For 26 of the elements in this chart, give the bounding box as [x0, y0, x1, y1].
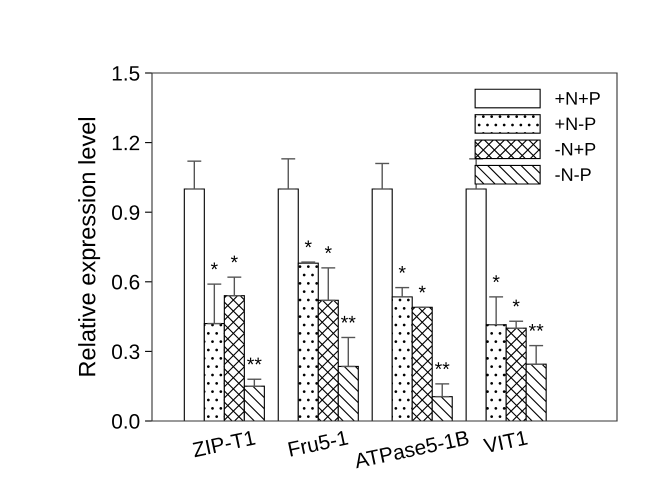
- annotation: *: [324, 246, 332, 254]
- x-tick-label: ZIP-T1: [192, 430, 256, 458]
- y-tick-label: 0.9: [112, 205, 140, 220]
- annotation: *: [398, 266, 406, 273]
- y-tick-label: 1.5: [112, 66, 140, 81]
- annotation: **: [434, 362, 450, 370]
- annotation: *: [418, 286, 426, 293]
- x-tick-label: VIT1: [482, 430, 528, 454]
- x-tick-label: Fru5-1: [288, 430, 348, 457]
- annotation: **: [247, 358, 262, 364]
- annotation: *: [492, 275, 500, 282]
- annotation: *: [304, 240, 312, 248]
- y-axis-title: Relative expression level: [78, 118, 100, 376]
- annotation: **: [528, 324, 544, 331]
- annotation: *: [512, 300, 520, 306]
- y-tick-label: 0.6: [112, 274, 140, 290]
- y-tick-label: 1.2: [112, 136, 140, 150]
- annotation: *: [230, 256, 238, 262]
- legend-label: +N-P: [555, 118, 596, 130]
- annotation: *: [210, 262, 218, 270]
- legend-label: +N+P: [555, 92, 600, 105]
- y-tick-label: 0.3: [112, 344, 140, 360]
- legend-label: -N-P: [555, 168, 591, 181]
- legend-label: -N+P: [555, 143, 596, 156]
- annotation: **: [341, 316, 356, 323]
- y-tick-label: 0.0: [112, 414, 140, 429]
